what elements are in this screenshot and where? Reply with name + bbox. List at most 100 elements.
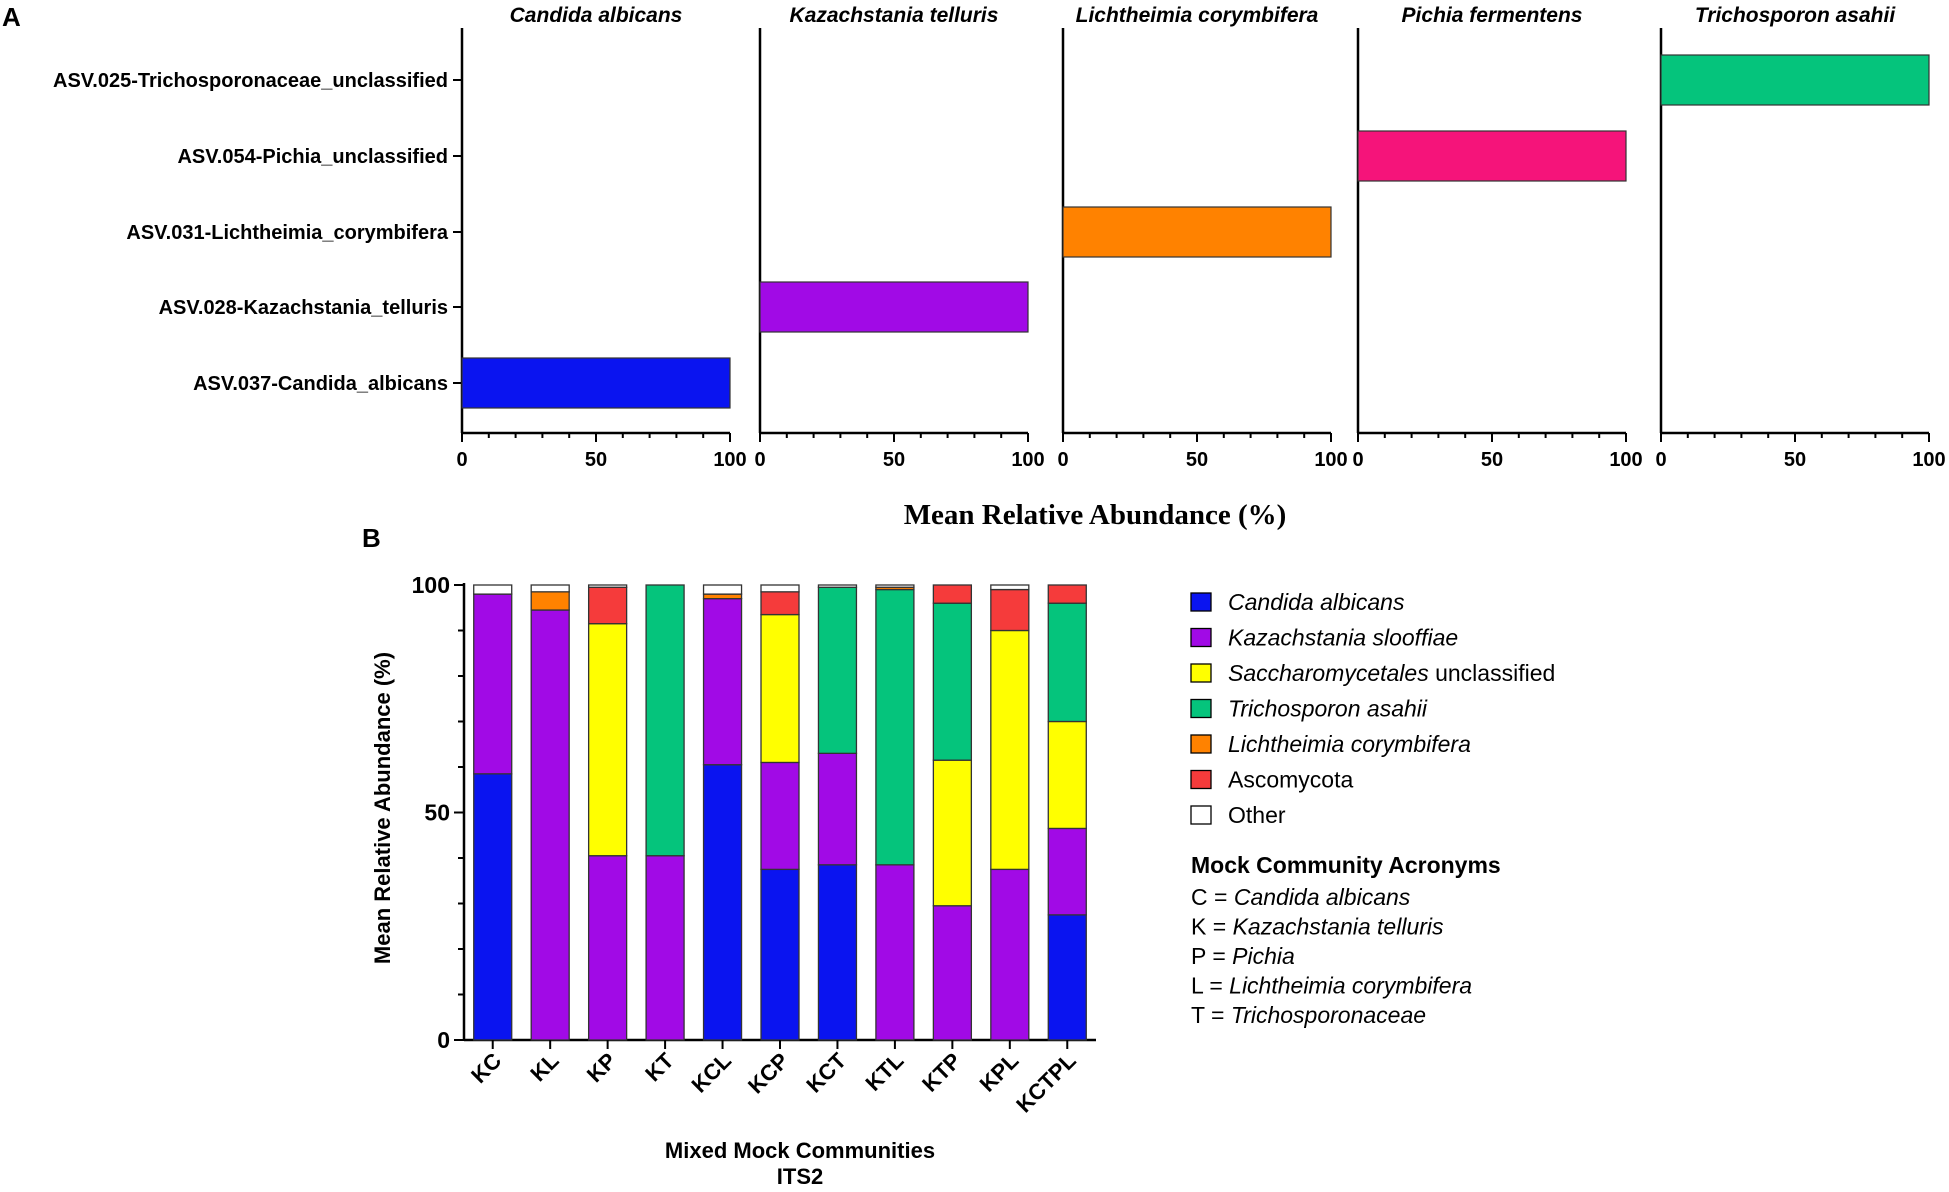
bar-segment-kc-other xyxy=(473,584,513,595)
x-tick-label: 50 xyxy=(1481,449,1503,471)
x-tick-label: 0 xyxy=(456,449,467,471)
bar-segment-ktl-kazachstania-slooffiae xyxy=(875,864,915,1041)
y-tick-label: 100 xyxy=(412,572,450,598)
category-label-kctpl: KCTPL xyxy=(1011,1048,1081,1118)
legend-label-kazachstania-slooffiae: Kazachstania slooffiae xyxy=(1228,625,1458,651)
legend-label-ascomycota: Ascomycota xyxy=(1228,767,1353,793)
x-tick-label: 0 xyxy=(1655,449,1666,471)
bar-segment-kcp-other xyxy=(760,584,800,593)
panel-a-label: A xyxy=(2,2,21,32)
bar-pichia-fermentens-asv-054-pichia-unclassified xyxy=(1357,130,1627,182)
bar-segment-kpl-other xyxy=(990,584,1030,591)
legend-label-other: Other xyxy=(1228,802,1286,828)
legend-swatch-trichosporon-asahii xyxy=(1190,698,1212,719)
category-label-kp: KP xyxy=(582,1048,621,1087)
bar-segment-kctpl-saccharomycetales-unclassified xyxy=(1047,720,1087,830)
x-tick-label: 0 xyxy=(1352,449,1363,471)
legend-label-italic: Kazachstania slooffiae xyxy=(1228,625,1458,651)
legend-label-plain: unclassified xyxy=(1429,660,1556,686)
panel-b-legend: Candida albicans Kazachstania slooffiae Sa… xyxy=(1190,589,1556,1028)
acronym-value: Pichia xyxy=(1232,943,1295,969)
category-label-kc: KC xyxy=(466,1048,506,1088)
category-label-kl: KL xyxy=(525,1048,563,1086)
x-tick-label: 100 xyxy=(1011,449,1044,471)
bar-segment-kct-trichosporon-asahii xyxy=(817,586,858,755)
bar-segment-kcp-kazachstania-slooffiae xyxy=(760,761,800,871)
panel-a-chart: ASV.025-Trichosporonaceae_unclassified AS… xyxy=(53,4,1946,471)
acronym-kazachstania-telluris: K = Kazachstania telluris xyxy=(1191,914,1444,940)
category-label-ktl: KTL xyxy=(861,1048,909,1096)
category-label-kct: KCT xyxy=(801,1047,851,1097)
bar-segment-kctpl-trichosporon-asahii xyxy=(1047,602,1087,723)
legend-swatch-candida-albicans xyxy=(1190,592,1212,612)
bar-segment-kcp-candida-albicans xyxy=(760,868,800,1041)
acronym-candida-albicans: C = Candida albicans xyxy=(1191,884,1411,910)
legend-label-italic: Lichtheimia corymbifera xyxy=(1228,731,1471,757)
panel-b-label: B xyxy=(362,523,381,553)
bar-segment-kc-kazachstania-slooffiae xyxy=(473,593,513,775)
bar-segment-kcp-saccharomycetales-unclassified xyxy=(760,613,800,764)
category-label-asv-037-candida-albicans: ASV.037-Candida_albicans xyxy=(193,373,448,395)
category-label-kpl: KPL xyxy=(975,1048,1024,1097)
bar-segment-kc-candida-albicans xyxy=(473,773,513,1041)
bar-segment-kctpl-ascomycota xyxy=(1047,584,1087,604)
legend-swatch-lichtheimia-corymbifera xyxy=(1190,734,1212,754)
acronym-key: T = xyxy=(1191,1002,1231,1028)
x-tick-label: 100 xyxy=(1609,449,1642,471)
x-tick-label: 0 xyxy=(1057,449,1068,471)
facet-title-candida-albicans: Candida albicans xyxy=(510,4,683,27)
legend-label-italic: Trichosporon asahii xyxy=(1228,696,1428,722)
category-label-ktp: KTP xyxy=(917,1048,966,1097)
bar-segment-kcl-lichtheimia-corymbifera xyxy=(702,593,743,600)
bar-segment-kpl-ascomycota xyxy=(990,588,1030,632)
bar-segment-ktl-other xyxy=(875,584,915,588)
bar-segment-ktp-ascomycota xyxy=(932,584,973,604)
category-label-asv-031-lichtheimia-corymbifera: ASV.031-Lichtheimia_corymbifera xyxy=(126,222,448,244)
x-tick-label: 100 xyxy=(1912,449,1945,471)
bar-trichosporon-asahii-asv-025-trichosporonaceae-unclassified xyxy=(1660,54,1930,106)
category-label-asv-025-trichosporonaceae-unclassified: ASV.025-Trichosporonaceae_unclassified xyxy=(53,70,448,92)
acronym-value: Lichtheimia corymbifera xyxy=(1229,973,1472,999)
bar-candida-albicans-asv-037-candida-albicans xyxy=(461,357,731,409)
bar-segment-kct-candida-albicans xyxy=(817,864,858,1041)
acronym-key: L = xyxy=(1191,973,1229,999)
bar-segment-kct-other xyxy=(817,584,858,588)
x-tick-label: 50 xyxy=(883,449,905,471)
bar-segment-ktp-trichosporon-asahii xyxy=(932,602,973,761)
bar-lichtheimia-corymbifera-asv-031-lichtheimia-corymbifera xyxy=(1062,206,1332,258)
legend-label-plain: Ascomycota xyxy=(1228,767,1353,793)
bar-segment-ktp-saccharomycetales-unclassified xyxy=(932,759,973,907)
category-label-asv-054-pichia-unclassified: ASV.054-Pichia_unclassified xyxy=(177,146,448,168)
facet-title-lichtheimia-corymbifera: Lichtheimia corymbifera xyxy=(1076,4,1319,27)
bar-segment-kcl-candida-albicans xyxy=(702,764,743,1041)
legend-label-italic: Saccharomycetales xyxy=(1228,660,1429,686)
legend-label-trichosporon-asahii: Trichosporon asahii xyxy=(1228,696,1428,722)
x-tick-label: 50 xyxy=(585,449,607,471)
legend-swatch-kazachstania-slooffiae xyxy=(1190,627,1212,648)
legend-label-italic: Candida albicans xyxy=(1228,589,1405,615)
facet-title-trichosporon-asahii: Trichosporon asahii xyxy=(1695,4,1896,27)
x-tick-label: 100 xyxy=(713,449,746,471)
legend-swatch-other xyxy=(1190,805,1212,825)
category-label-kcp: KCP xyxy=(743,1048,794,1099)
category-label-kt: KT xyxy=(640,1047,679,1086)
y-tick-label: 50 xyxy=(424,800,450,826)
bar-segment-kp-other xyxy=(587,584,628,588)
acronyms-title: Mock Community Acronyms xyxy=(1191,852,1501,878)
acronym-value: Candida albicans xyxy=(1234,884,1411,910)
bar-segment-kt-trichosporon-asahii xyxy=(645,584,685,857)
bar-segment-kctpl-kazachstania-slooffiae xyxy=(1047,827,1087,916)
panel-a-x-axis-title: Mean Relative Abundance (%) xyxy=(904,499,1287,531)
acronym-value: Kazachstania telluris xyxy=(1233,914,1444,940)
facet-title-pichia-fermentens: Pichia fermentens xyxy=(1402,4,1583,27)
facet-title-kazachstania-telluris: Kazachstania telluris xyxy=(790,4,999,27)
category-label-asv-028-kazachstania-telluris: ASV.028-Kazachstania_telluris xyxy=(159,297,448,319)
bar-segment-kp-ascomycota xyxy=(587,586,628,625)
legend-swatch-ascomycota xyxy=(1190,769,1212,790)
bar-segment-kpl-kazachstania-slooffiae xyxy=(990,868,1030,1041)
legend-label-lichtheimia-corymbifera: Lichtheimia corymbifera xyxy=(1228,731,1471,757)
bar-segment-kp-saccharomycetales-unclassified xyxy=(587,623,628,857)
y-tick-label: 0 xyxy=(437,1027,450,1053)
